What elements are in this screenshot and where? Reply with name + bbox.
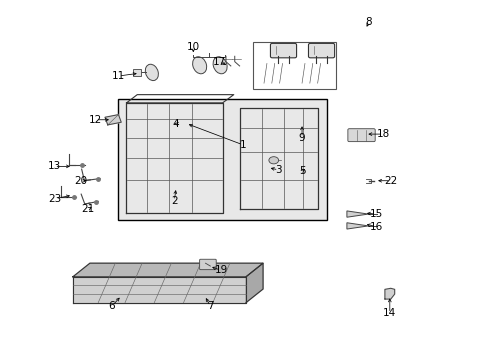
- Ellipse shape: [145, 64, 158, 81]
- Ellipse shape: [213, 57, 227, 74]
- Text: 17: 17: [212, 57, 225, 67]
- FancyBboxPatch shape: [308, 43, 334, 58]
- Text: 14: 14: [383, 309, 396, 318]
- Circle shape: [268, 157, 278, 164]
- Text: 12: 12: [89, 115, 102, 125]
- Text: 9: 9: [298, 133, 305, 143]
- Text: 16: 16: [369, 222, 382, 231]
- Polygon shape: [73, 263, 263, 277]
- Text: 23: 23: [49, 194, 62, 204]
- Text: 19: 19: [214, 265, 227, 275]
- FancyBboxPatch shape: [199, 259, 216, 270]
- FancyBboxPatch shape: [270, 43, 296, 58]
- Bar: [133, 69, 141, 76]
- Text: 22: 22: [384, 176, 397, 186]
- Text: 7: 7: [206, 301, 213, 311]
- Text: 5: 5: [298, 166, 305, 176]
- Polygon shape: [73, 277, 245, 303]
- Text: 13: 13: [48, 161, 61, 171]
- Polygon shape: [346, 211, 367, 217]
- Polygon shape: [384, 288, 394, 299]
- Polygon shape: [105, 114, 121, 125]
- Bar: [118, 99, 327, 220]
- Text: 4: 4: [173, 120, 179, 129]
- Text: 21: 21: [81, 204, 94, 215]
- Text: 8: 8: [365, 17, 371, 27]
- Text: 18: 18: [376, 129, 389, 139]
- Bar: [253, 42, 335, 89]
- Ellipse shape: [192, 57, 206, 74]
- Text: 1: 1: [239, 140, 246, 150]
- Polygon shape: [346, 223, 367, 229]
- Text: 15: 15: [369, 209, 382, 219]
- Polygon shape: [245, 263, 263, 303]
- Text: 11: 11: [112, 71, 125, 81]
- FancyBboxPatch shape: [347, 129, 374, 141]
- Text: 2: 2: [171, 196, 177, 206]
- Text: 20: 20: [75, 176, 87, 186]
- Text: 6: 6: [108, 301, 115, 311]
- Text: 10: 10: [186, 42, 200, 52]
- Text: 3: 3: [275, 165, 282, 175]
